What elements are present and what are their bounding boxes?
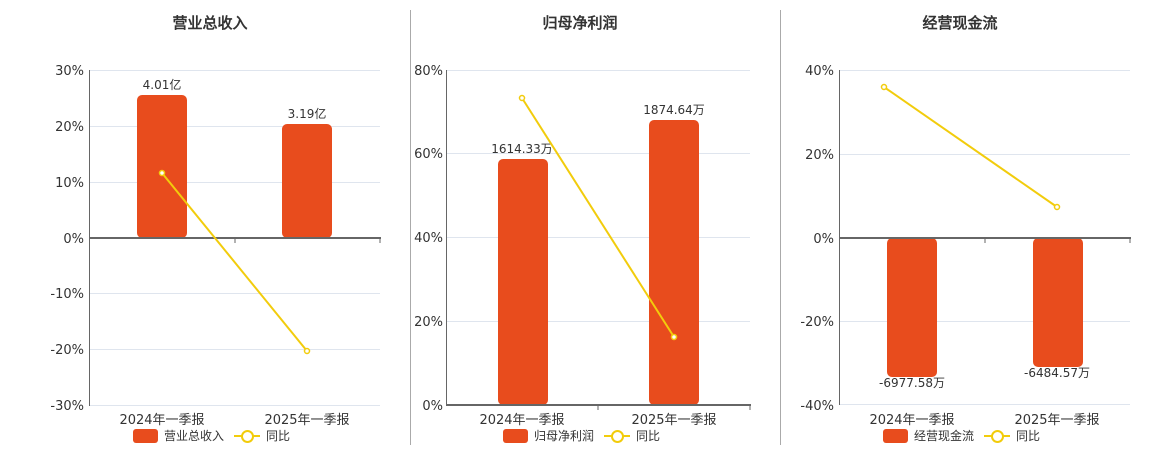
yoy-point[interactable] — [158, 169, 166, 177]
line-legend-icon[interactable] — [984, 429, 1011, 443]
svg-text:0%: 0% — [63, 232, 84, 247]
bar-value-labels: -6977.58万 -6484.57万 — [879, 366, 1090, 390]
chart-title: 营业总收入 — [172, 14, 248, 32]
svg-text:10%: 10% — [55, 176, 84, 191]
line-legend-icon[interactable] — [604, 429, 631, 443]
grid-lines — [447, 70, 750, 322]
line-legend-icon[interactable] — [234, 429, 261, 443]
svg-text:2025年一季报: 2025年一季报 — [1014, 413, 1099, 428]
bar-legend-swatch[interactable] — [503, 428, 528, 443]
bar-legend-swatch[interactable] — [133, 428, 158, 443]
svg-text:-20%: -20% — [50, 343, 84, 358]
yoy-line — [521, 97, 675, 338]
svg-text:40%: 40% — [414, 231, 443, 246]
y-axis-labels: 30% 20% 10% 0% -10% -20% -30% — [50, 64, 84, 414]
legend: 经营现金流 同比 — [883, 427, 1040, 444]
svg-text:30%: 30% — [55, 64, 84, 79]
bar-value-labels: 4.01亿 3.19亿 — [143, 77, 327, 121]
cash-flow-chart-panel: 经营现金流 40% 20% 0% -20% -40% 2024年一季报 2025… — [781, 0, 1160, 450]
yoy-point[interactable] — [880, 83, 888, 91]
svg-text:2024年一季报: 2024年一季报 — [479, 413, 564, 428]
svg-text:20%: 20% — [414, 315, 443, 330]
bar-2025q1[interactable] — [1033, 238, 1083, 367]
yoy-point[interactable] — [1053, 203, 1061, 211]
bar-2024q1[interactable] — [498, 159, 548, 405]
bar-value-labels: 1614.33万 1874.64万 — [491, 103, 705, 156]
net-profit-chart-panel: 归母净利润 80% 60% 40% 20% 0% 2024年一季报 2025年一… — [411, 0, 780, 450]
legend: 营业总收入 同比 — [133, 427, 290, 444]
y-axis-labels: 80% 60% 40% 20% 0% — [414, 64, 443, 414]
svg-text:-20%: -20% — [800, 315, 834, 330]
svg-text:-6977.58万: -6977.58万 — [879, 376, 945, 390]
svg-text:4.01亿: 4.01亿 — [143, 77, 182, 92]
yoy-point[interactable] — [303, 347, 311, 355]
line-legend-label[interactable]: 同比 — [266, 429, 291, 443]
net-profit-chart-plot: 80% 60% 40% 20% 0% 2024年一季报 2025年一季报 161… — [414, 64, 751, 428]
svg-text:0%: 0% — [422, 399, 443, 414]
svg-text:40%: 40% — [805, 64, 834, 79]
revenue-chart-panel: 营业总收入 30% 20% 10% 0% -10% -20% -30% — [0, 0, 410, 450]
bar-legend-label[interactable]: 经营现金流 — [914, 429, 975, 443]
x-axis-labels: 2024年一季报 2025年一季报 — [479, 413, 716, 428]
svg-text:2024年一季报: 2024年一季报 — [869, 413, 954, 428]
bar-2025q1[interactable] — [282, 124, 332, 238]
yoy-point[interactable] — [670, 333, 678, 341]
yoy-line — [883, 86, 1058, 208]
line-legend-label[interactable]: 同比 — [636, 429, 661, 443]
line-legend-label[interactable]: 同比 — [1016, 429, 1041, 443]
panel-divider — [780, 10, 781, 445]
cash-flow-chart-plot: 40% 20% 0% -20% -40% 2024年一季报 2025年一季报 -… — [800, 64, 1131, 428]
yoy-line — [161, 172, 308, 352]
svg-text:-10%: -10% — [50, 287, 84, 302]
svg-text:-40%: -40% — [800, 399, 834, 414]
svg-text:2025年一季报: 2025年一季报 — [264, 413, 349, 428]
chart-title: 归母净利润 — [542, 14, 618, 32]
legend: 归母净利润 同比 — [503, 427, 660, 444]
svg-text:20%: 20% — [805, 148, 834, 163]
svg-text:2025年一季报: 2025年一季报 — [631, 413, 716, 428]
bar-legend-label[interactable]: 归母净利润 — [534, 429, 595, 443]
chart-title: 经营现金流 — [922, 14, 998, 32]
yoy-point[interactable] — [518, 94, 526, 102]
svg-text:-6484.57万: -6484.57万 — [1024, 366, 1090, 380]
y-axis-labels: 40% 20% 0% -20% -40% — [800, 64, 834, 414]
svg-text:20%: 20% — [55, 120, 84, 135]
svg-text:1614.33万: 1614.33万 — [491, 142, 553, 156]
bar-legend-label[interactable]: 营业总收入 — [164, 429, 225, 443]
x-axis-labels: 2024年一季报 2025年一季报 — [869, 413, 1099, 428]
bar-2024q1[interactable] — [137, 95, 187, 238]
panel-divider — [410, 10, 411, 445]
svg-text:2024年一季报: 2024年一季报 — [119, 413, 204, 428]
x-axis-labels: 2024年一季报 2025年一季报 — [119, 413, 349, 428]
bar-2024q1[interactable] — [887, 238, 937, 377]
svg-text:60%: 60% — [414, 147, 443, 162]
svg-text:0%: 0% — [813, 232, 834, 247]
revenue-chart-plot: 30% 20% 10% 0% -10% -20% -30% 2024年一季报 2… — [50, 64, 381, 428]
svg-text:3.19亿: 3.19亿 — [288, 106, 327, 121]
svg-text:1874.64万: 1874.64万 — [643, 103, 705, 117]
svg-text:80%: 80% — [414, 64, 443, 79]
svg-text:-30%: -30% — [50, 399, 84, 414]
bar-2025q1[interactable] — [649, 120, 699, 405]
bar-legend-swatch[interactable] — [883, 428, 908, 443]
